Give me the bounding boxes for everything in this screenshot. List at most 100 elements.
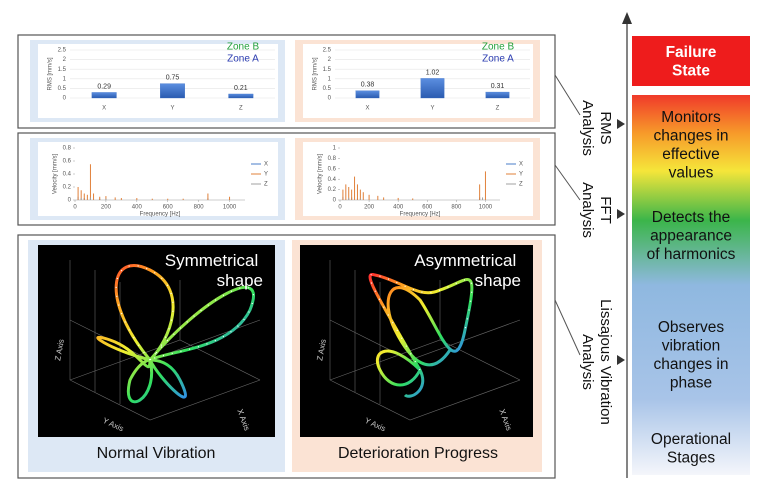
y-tick-label: 1.5: [323, 67, 332, 73]
legend-label: Z: [264, 182, 268, 188]
pointer: [617, 209, 625, 219]
y-tick-label: 0.4: [63, 172, 72, 178]
value-label: 0.38: [361, 82, 375, 89]
failure-box: [632, 36, 750, 86]
zone-label: Zone A: [482, 54, 514, 65]
stage-text: values: [669, 165, 714, 182]
x-tick-label: 200: [101, 205, 112, 211]
y-axis-label: Velocity [mm/s]: [318, 153, 324, 194]
x-axis-label: Frequency [Hz]: [400, 212, 441, 218]
x-tick-label: Y: [430, 106, 434, 112]
bar: [228, 93, 254, 99]
bar: [485, 91, 510, 99]
side-label: Analysis: [579, 182, 596, 238]
shape-title: Asymmetrical shape: [414, 251, 521, 290]
stage-text: Detects the: [652, 209, 730, 226]
y-tick-label: 0.6: [63, 159, 72, 165]
value-label: 0.29: [97, 83, 111, 90]
y-tick-label: 2.5: [58, 48, 67, 54]
y-tick-label: 2: [63, 57, 67, 63]
axis-label: Z Axis: [53, 338, 66, 361]
y-tick-label: 1: [63, 76, 67, 82]
x-tick-label: 800: [451, 205, 462, 211]
x-axis-label: Frequency [Hz]: [140, 212, 181, 218]
bar: [355, 90, 380, 99]
x-tick-label: X: [102, 106, 106, 112]
lissajous-plot: [300, 245, 533, 437]
zone-label: Zone B: [227, 42, 260, 53]
y-axis-label: Velocity [mm/s]: [53, 153, 59, 194]
stage-text: changes in: [654, 356, 729, 373]
pointer: [617, 355, 625, 365]
chart-bg: [38, 142, 278, 216]
y-tick-label: 0.5: [58, 86, 67, 92]
stage-text: Operational: [651, 431, 731, 448]
y-tick-label: 0.6: [328, 166, 337, 172]
stage-text: appearance: [650, 228, 732, 245]
zone-label: Zone A: [227, 54, 259, 65]
shape-title: Symmetrical shape: [165, 251, 263, 290]
y-tick-label: 0.8: [63, 146, 72, 152]
y-tick-label: 0.2: [63, 185, 72, 191]
chart-bg: [303, 44, 533, 118]
side-label: Lissajous Vibration: [597, 299, 614, 425]
caption: Deterioration Progress: [338, 445, 498, 462]
y-tick-label: 2: [328, 57, 332, 63]
callout: [554, 235, 581, 356]
x-tick-label: 400: [132, 205, 143, 211]
stage-text: Failure: [666, 44, 717, 61]
side-label: FFT: [597, 196, 614, 224]
stage-text: changes in: [654, 128, 729, 145]
callout: [554, 133, 581, 201]
y-tick-label: 0: [333, 198, 337, 204]
y-tick-label: 1: [333, 146, 337, 152]
legend-label: X: [264, 162, 268, 168]
y-axis-label: RMS [mm/s]: [313, 57, 319, 90]
x-tick-label: 600: [422, 205, 433, 211]
y-tick-label: 0: [328, 96, 332, 102]
axis-label: Z Axis: [315, 338, 328, 361]
x-tick-label: Z: [496, 106, 500, 112]
y-tick-label: 0.5: [323, 86, 332, 92]
value-label: 1.02: [426, 69, 440, 76]
stage-text: vibration: [662, 338, 721, 355]
y-tick-label: 2.5: [323, 48, 332, 54]
stage-text: State: [672, 63, 710, 80]
y-tick-label: 0.4: [328, 177, 337, 183]
x-tick-label: 400: [393, 205, 404, 211]
legend-label: X: [519, 162, 523, 168]
stage-text: Monitors: [661, 109, 721, 126]
y-tick-label: 0: [68, 198, 72, 204]
side-label: Analysis: [579, 334, 596, 390]
x-tick-label: 600: [163, 205, 174, 211]
value-label: 0.21: [234, 85, 248, 92]
stage-text: Observes: [658, 319, 725, 336]
x-tick-label: 200: [364, 205, 375, 211]
stage-text: Stages: [667, 450, 716, 467]
stage-gradient: [632, 95, 750, 475]
callout: [554, 35, 581, 116]
side-label: RMS: [597, 111, 614, 144]
zone-label: Zone B: [482, 42, 515, 53]
chart-bg: [303, 142, 533, 216]
x-tick-label: Y: [170, 106, 174, 112]
x-tick-label: 800: [194, 205, 205, 211]
bar: [420, 78, 445, 99]
y-tick-label: 1: [328, 76, 332, 82]
x-tick-label: 1000: [223, 205, 237, 211]
x-tick-label: 0: [338, 205, 342, 211]
y-tick-label: 0.2: [328, 187, 337, 193]
x-tick-label: Z: [239, 106, 243, 112]
legend-label: Y: [264, 172, 268, 178]
value-label: 0.75: [166, 74, 180, 81]
caption: Normal Vibration: [97, 445, 216, 462]
x-tick-label: 1000: [479, 205, 493, 211]
value-label: 0.31: [491, 83, 505, 90]
stage-text: phase: [670, 375, 712, 392]
arrow-head: [622, 12, 632, 24]
y-axis-label: RMS [mm/s]: [48, 57, 54, 90]
